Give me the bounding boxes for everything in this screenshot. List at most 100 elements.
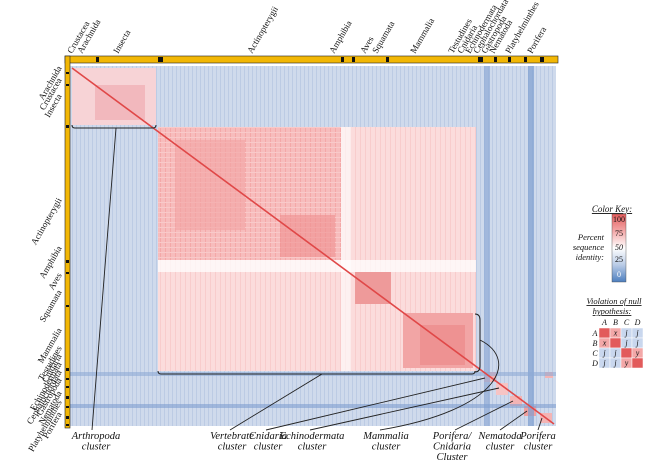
- left-frame-separators: [66, 72, 69, 426]
- matrix-diagonal: [71, 67, 555, 425]
- actinopterygii-core: [175, 140, 245, 230]
- violation-cell-mark: j: [613, 359, 617, 368]
- violation-cell-mark: x: [613, 329, 618, 338]
- mammalia-bracket: [474, 313, 481, 373]
- cluster-label-7-line2: cluster: [524, 442, 553, 453]
- cluster-label-6-line1: Nematoda: [477, 431, 521, 442]
- top-separator: [478, 57, 483, 62]
- violation-col-header-d: D: [634, 318, 641, 327]
- top-label-squamata: Squamata: [370, 19, 396, 55]
- top-separator: [352, 57, 355, 62]
- top-label-porifera: Porifera: [525, 25, 548, 55]
- color-key-label-line3: identity:: [576, 252, 604, 262]
- cluster-label-3-line2: cluster: [298, 442, 327, 453]
- violation-row-header-c: C: [592, 349, 598, 358]
- mammalia-leader: [379, 339, 499, 431]
- left-separator: [66, 72, 69, 74]
- vertebrate-bracket: [157, 370, 476, 375]
- cnidaria-leader: [265, 377, 486, 431]
- cluster-label-4-line1: Mammalia: [362, 431, 409, 442]
- left-label-actinopterygii: Actinopterygii: [29, 196, 64, 247]
- cluster-label-0-line2: cluster: [82, 442, 111, 453]
- left-separator: [66, 272, 69, 274]
- violation-cell: [620, 347, 633, 359]
- color-key: Color Key: 100 75 50 25 0 Percent sequen…: [573, 204, 632, 283]
- color-key-tick-100: 100: [613, 215, 625, 224]
- arthropoda-bracket: [71, 124, 157, 129]
- top-label-amphibia: Amphibia: [327, 19, 354, 55]
- amphibia-gap: [158, 260, 476, 272]
- violation-cell-mark: j: [602, 359, 606, 368]
- violation-cell-mark: j: [602, 349, 606, 358]
- color-key-tick-25: 25: [615, 255, 623, 264]
- violation-cell-mark: x: [602, 339, 607, 348]
- cluster-label-5-line1: Porifera/: [432, 431, 473, 442]
- left-separator: [66, 378, 69, 380]
- left-separator: [66, 84, 69, 86]
- left-taxon-labels: ArachnidaCrustaceaInsectaActinopterygiiA…: [25, 64, 64, 453]
- porifera-leader: [537, 417, 543, 431]
- violation-cell-mark: y: [635, 349, 640, 358]
- echinodermata-leader: [309, 387, 500, 431]
- top-separator: [158, 57, 163, 62]
- violation-col-header-a: A: [601, 318, 607, 327]
- left-separator: [66, 386, 69, 388]
- left-separator: [66, 368, 69, 371]
- actinopterygii-sub: [280, 215, 335, 257]
- left-separator: [66, 406, 69, 408]
- cluster-label-2-line1: Cnidaria: [249, 431, 287, 442]
- violation-cell: [609, 337, 622, 349]
- top-frame-bar: [64, 55, 559, 64]
- violation-cell: [631, 357, 644, 369]
- violation-col-header-b: B: [613, 318, 618, 327]
- top-separator: [524, 57, 527, 62]
- left-separator: [66, 125, 69, 128]
- violation-col-header-c: C: [624, 318, 630, 327]
- leader-lines: [91, 127, 543, 431]
- color-key-tick-0: 0: [617, 270, 621, 279]
- cluster-label-4-line2: cluster: [372, 442, 401, 453]
- violation-cell-mark: j: [613, 349, 617, 358]
- left-separator: [66, 424, 69, 426]
- color-key-label-line1: Percent: [577, 232, 605, 242]
- violation-cell-mark: j: [635, 339, 639, 348]
- violation-row-header-a: A: [592, 329, 598, 338]
- color-key-title: Color Key:: [592, 204, 632, 214]
- cluster-label-1-line1: Vertebrate: [210, 431, 254, 442]
- arthropoda-leader: [91, 127, 117, 431]
- cluster-brackets: [71, 124, 481, 375]
- porifera-cnidaria-leader: [454, 400, 514, 431]
- cluster-label-2-line2: cluster: [254, 442, 283, 453]
- cluster-label-5-line3: Cluster: [437, 452, 469, 463]
- nematoda-leader: [499, 410, 528, 431]
- violation-cell-mark: y: [624, 359, 629, 368]
- color-key-tick-50: 50: [615, 243, 623, 252]
- top-label-mammalia: Mammalia: [408, 16, 436, 55]
- violation-title-line1: Violation of null: [586, 296, 642, 306]
- frame-bars: [64, 55, 559, 429]
- similarity-matrix: [70, 66, 556, 426]
- cluster-label-6-line2: cluster: [486, 442, 515, 453]
- mammalia-core: [420, 325, 465, 365]
- violation-cell-mark: j: [624, 329, 628, 338]
- violation-row-header-d: D: [591, 359, 598, 368]
- vertebrate-leader: [229, 373, 323, 431]
- violation-title-line2: hypothesis:: [593, 306, 632, 316]
- cluster-label-1-line2: cluster: [218, 442, 247, 453]
- violation-cell: [598, 327, 611, 339]
- color-key-gradient: [611, 213, 627, 283]
- amphibia-gap-vertical: [341, 127, 351, 371]
- outgroup-band-2: [528, 66, 534, 426]
- top-label-actinopterygii: Actinopterygii: [245, 4, 280, 55]
- top-frame-separators: [96, 57, 544, 62]
- porifera-cnidaria-cell: [510, 396, 522, 406]
- color-key-tick-75: 75: [615, 229, 623, 238]
- top-separator: [341, 57, 344, 62]
- cluster-label-5-line2: Cnidaria: [433, 442, 471, 453]
- left-frame-bar: [64, 55, 71, 429]
- outgroup-hband-2: [70, 404, 556, 408]
- top-separator: [96, 57, 99, 62]
